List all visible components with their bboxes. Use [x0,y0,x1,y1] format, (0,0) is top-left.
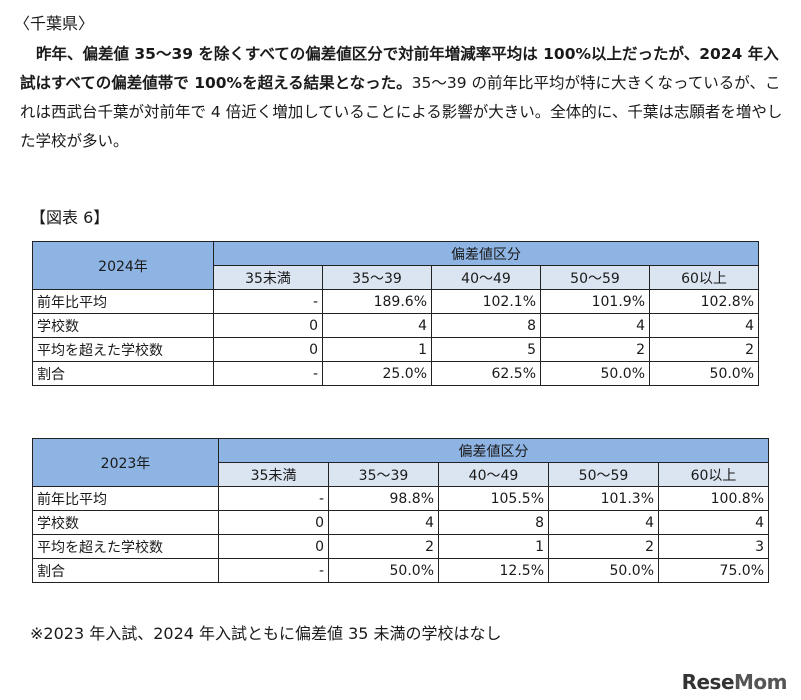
column-header: 35～39 [322,265,432,290]
table-cell: 5 [431,337,541,362]
row-label: 学校数 [32,313,214,338]
table-row: 前年比平均 - 98.8% 105.5% 101.3% 100.8% [32,486,770,511]
table-cell: 4 [328,510,439,535]
table-cell: 4 [657,510,770,535]
table-cell: 12.5% [438,558,549,583]
table-cell: 2 [328,534,439,559]
table-cell: 50.0% [648,361,760,386]
table-row: 学校数 0 4 8 4 4 [32,510,770,535]
column-header: 60以上 [657,462,770,487]
footnote: ※2023 年入試、2024 年入試ともに偏差値 35 未満の学校はなし [30,624,502,643]
table-cell: 4 [540,313,650,338]
table-cell: 1 [438,534,549,559]
body-paragraph: 昨年、偏差値 35～39 を除くすべての偏差値区分で対前年増減率平均は 100%… [20,40,790,156]
column-header: 35～39 [328,462,439,487]
row-label: 学校数 [32,510,219,535]
table-cell: - [218,558,329,583]
table-row: 割合 - 50.0% 12.5% 50.0% 75.0% [32,558,770,583]
table-row: 前年比平均 - 189.6% 102.1% 101.9% 102.8% [32,289,760,314]
table-cell: 98.8% [328,486,439,511]
table-cell: 189.6% [322,289,432,314]
paragraph-normal-text: 35～39 の前年比平均が特に大きくなっているが、これは西武台千葉が対前年で 4… [20,74,783,150]
resemom-logo: ReseMom [681,670,788,694]
table-cell: 25.0% [322,361,432,386]
column-header: 40～49 [438,462,549,487]
table-cell: 2 [540,337,650,362]
table-cell: - [218,486,329,511]
table-cell: 75.0% [657,558,770,583]
table-cell: 2 [548,534,659,559]
table-row: 平均を超えた学校数 0 2 1 2 3 [32,534,770,559]
table-cell: 50.0% [548,558,659,583]
column-header: 50～59 [540,265,650,290]
row-label: 平均を超えた学校数 [32,337,214,362]
table-cell: 101.3% [548,486,659,511]
table-cell: 101.9% [540,289,650,314]
table-cell: 50.0% [328,558,439,583]
table-cell: 0 [218,534,329,559]
table-cell: 2 [648,337,760,362]
row-label: 割合 [32,558,219,583]
row-label: 割合 [32,361,214,386]
column-header: 35未満 [218,462,329,487]
logo-text-part2: Mom [734,670,787,694]
table-group-header: 偏差値区分 [217,438,770,463]
table-2023: 2023年 偏差値区分 35未満 35～39 40～49 50～59 60以上 … [32,438,770,583]
logo-text-part1: Rese [681,670,735,694]
table-cell: 8 [438,510,549,535]
table-cell: 0 [218,510,329,535]
row-label: 前年比平均 [32,289,214,314]
table-year-header: 2023年 [32,438,219,487]
column-header: 40～49 [431,265,541,290]
table-2024: 2024年 偏差値区分 35未満 35～39 40～49 50～59 60以上 … [32,241,760,386]
row-label: 平均を超えた学校数 [32,534,219,559]
row-label: 前年比平均 [32,486,219,511]
table-cell: 8 [431,313,541,338]
figure-label: 【図表 6】 [30,208,110,227]
table-cell: 105.5% [438,486,549,511]
table-row: 学校数 0 4 8 4 4 [32,313,760,338]
table-cell: - [213,361,323,386]
table-cell: 0 [213,337,323,362]
table-cell: 102.1% [431,289,541,314]
table-cell: 4 [322,313,432,338]
table-cell: 50.0% [540,361,650,386]
column-header: 60以上 [648,265,760,290]
table-cell: 102.8% [648,289,760,314]
table-year-header: 2024年 [32,241,214,290]
table-group-header: 偏差値区分 [212,241,760,266]
table-cell: - [213,289,323,314]
column-header: 50～59 [548,462,659,487]
table-row: 平均を超えた学校数 0 1 5 2 2 [32,337,760,362]
table-cell: 3 [657,534,770,559]
table-cell: 0 [213,313,323,338]
table-cell: 100.8% [657,486,770,511]
table-row: 割合 - 25.0% 62.5% 50.0% 50.0% [32,361,760,386]
table-cell: 1 [322,337,432,362]
table-cell: 4 [648,313,760,338]
paragraph-bold-text: 昨年、偏差値 35～39 を除くすべての偏差値区分で対前年増減率平均は 100%… [20,45,779,92]
section-heading: 〈千葉県〉 [14,14,95,33]
column-header: 35未満 [213,265,323,290]
table-cell: 4 [548,510,659,535]
table-cell: 62.5% [431,361,541,386]
